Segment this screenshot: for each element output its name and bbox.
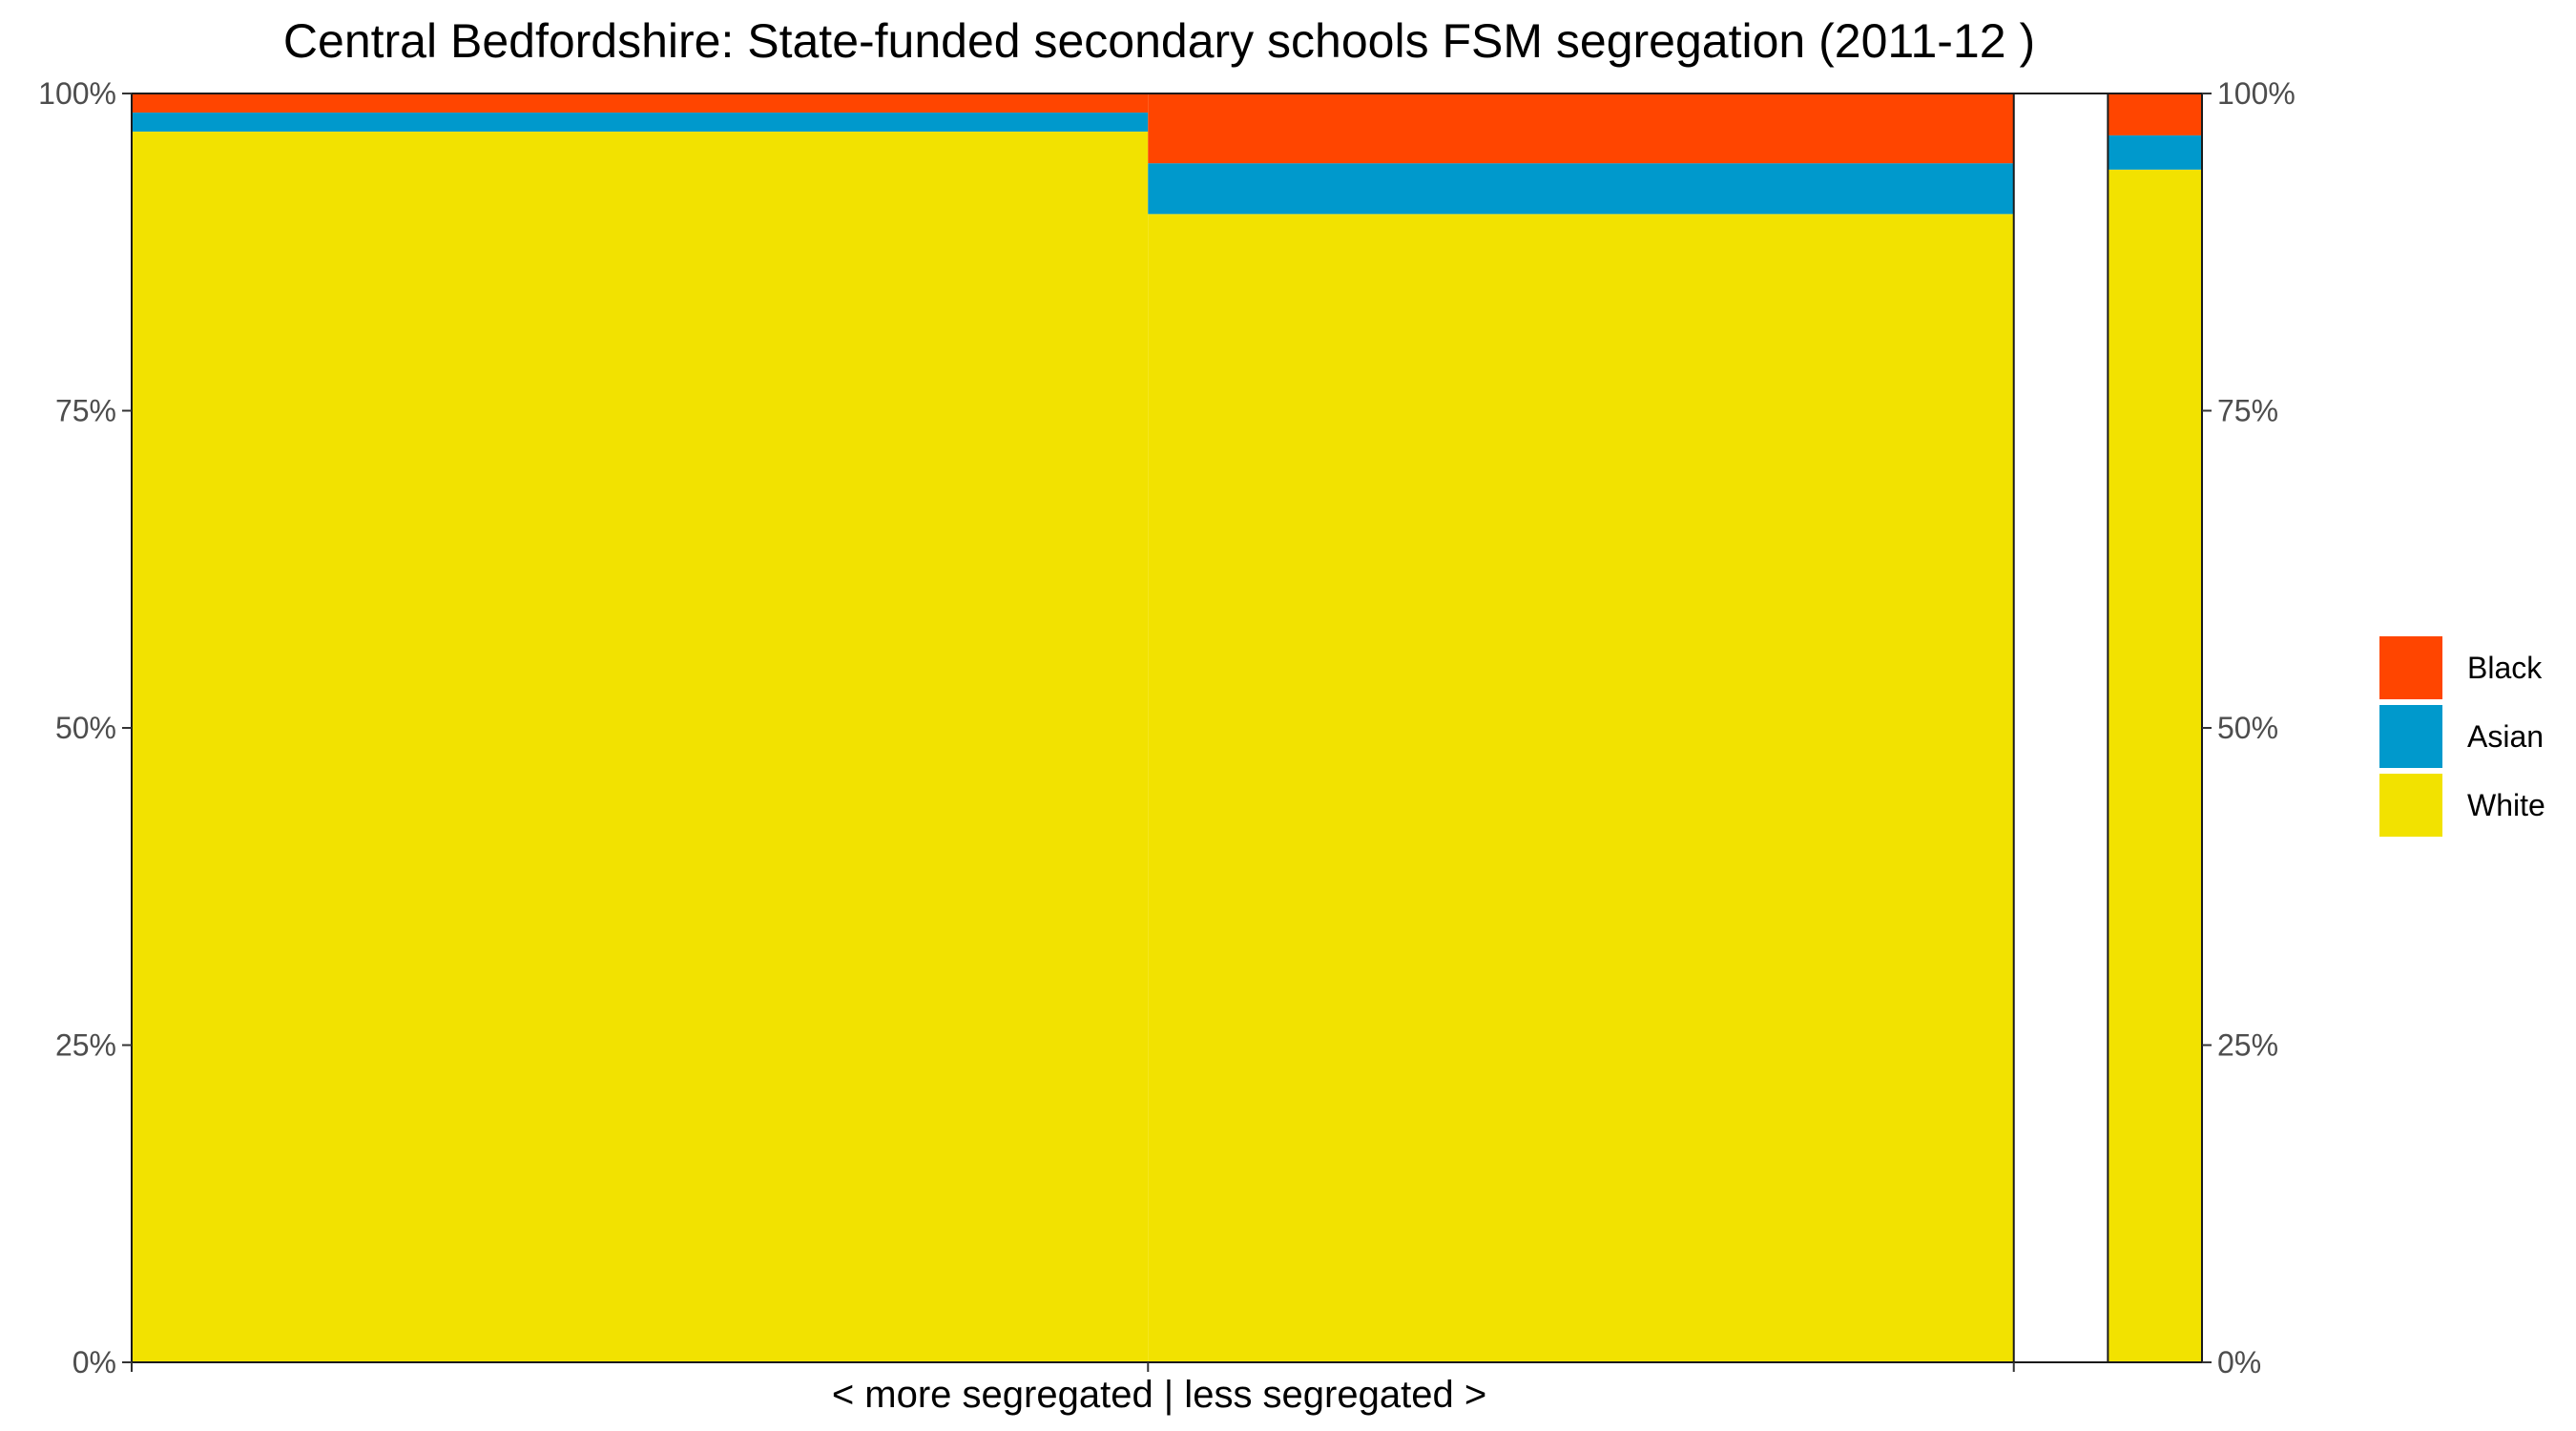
legend-label-black: Black	[2467, 651, 2543, 685]
y-tick-label-left: 75%	[55, 394, 116, 428]
bar-col2-black	[1148, 93, 2014, 164]
axes-group: 0% 0% 25% 25% 50% 50% 75% 75% 100% 100%	[38, 76, 2296, 1379]
legend-label-white: White	[2467, 788, 2545, 822]
bar-col1-black	[132, 93, 1149, 113]
bar-col1-asian	[132, 112, 1149, 132]
y-tick-label-right: 0%	[2217, 1345, 2261, 1379]
bar-col4-white	[2108, 169, 2202, 1362]
y-tick-label-right: 50%	[2217, 711, 2278, 745]
y-tick-label-right: 100%	[2217, 76, 2296, 111]
bar-col4-asian	[2108, 135, 2202, 170]
y-tick-label-left: 100%	[38, 76, 116, 111]
x-axis-title: < more segregated | less segregated >	[832, 1374, 1486, 1416]
bar-col2-asian	[1148, 163, 2014, 215]
chart-title: Central Bedfordshire: State-funded secon…	[283, 14, 2035, 68]
y-tick-label-right: 75%	[2217, 394, 2278, 428]
bar-col1-white	[132, 131, 1149, 1362]
legend-key-white	[2379, 774, 2442, 837]
bar-col4-black	[2108, 93, 2202, 135]
legend-key-asian	[2379, 705, 2442, 768]
bar-col2-white	[1148, 214, 2014, 1363]
y-tick-label-left: 25%	[55, 1028, 116, 1063]
legend: Black Asian White	[2379, 636, 2545, 837]
legend-key-black	[2379, 636, 2442, 699]
legend-label-asian: Asian	[2467, 719, 2544, 754]
y-tick-label-left: 50%	[55, 711, 116, 745]
y-tick-label-left: 0%	[73, 1345, 116, 1379]
y-tick-label-right: 25%	[2217, 1028, 2278, 1063]
bars-group	[132, 93, 2202, 1363]
